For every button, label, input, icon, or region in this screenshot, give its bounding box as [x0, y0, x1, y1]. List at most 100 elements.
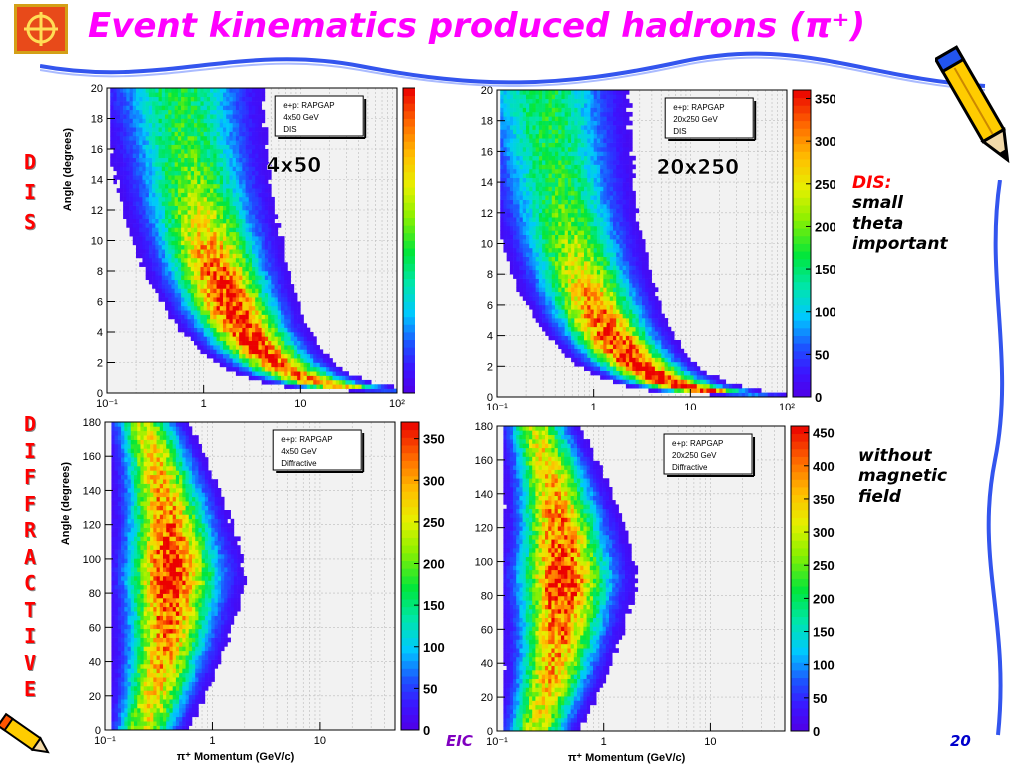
heatmap-cell — [538, 190, 543, 196]
color-bar-segment — [403, 286, 415, 295]
y-tick-label: 0 — [97, 388, 103, 400]
heatmap-cell — [235, 336, 240, 342]
heatmap-cell — [577, 282, 582, 288]
heatmap-cell — [519, 234, 524, 240]
heatmap-cell — [226, 149, 230, 154]
heatmap-cell — [293, 366, 298, 372]
heatmap-cell — [197, 314, 201, 320]
heatmap-cell — [239, 327, 243, 333]
heatmap-cell — [168, 262, 172, 267]
heatmap-cell — [555, 177, 559, 183]
heatmap-cell — [513, 186, 517, 192]
heatmap-cell — [200, 266, 204, 272]
heatmap-cell — [564, 269, 569, 275]
heatmap-cell — [558, 309, 562, 314]
heatmap-cell — [210, 336, 214, 342]
heatmap-cell — [264, 366, 269, 372]
heatmap-cell — [235, 266, 240, 272]
heatmap-cell — [200, 275, 204, 281]
heatmap-cell — [219, 96, 224, 102]
heatmap-cell — [261, 257, 266, 263]
heatmap-cell — [538, 111, 543, 117]
heatmap-cell — [264, 279, 269, 285]
heatmap-cell — [274, 336, 279, 342]
heatmap-cell — [219, 318, 224, 324]
heatmap-cell — [113, 157, 117, 163]
heatmap-cell — [287, 323, 291, 328]
heatmap-cell — [587, 225, 591, 231]
heatmap-cell — [194, 336, 198, 342]
heatmap-cell — [281, 288, 285, 294]
heatmap-cell — [181, 249, 185, 254]
heatmap-cell — [232, 105, 237, 111]
heatmap-cell — [235, 149, 240, 154]
heatmap-cell — [555, 155, 559, 161]
heatmap-cell — [574, 103, 578, 108]
heatmap-cell — [587, 256, 591, 262]
heatmap-cell — [268, 183, 272, 189]
heatmap-cell — [171, 271, 175, 276]
heatmap-cell — [567, 252, 572, 257]
heatmap-cell — [126, 157, 130, 163]
heatmap-cell — [168, 157, 172, 163]
heatmap-cell — [129, 88, 134, 93]
heatmap-cell — [271, 266, 275, 272]
heatmap-cell — [596, 142, 601, 148]
heatmap-cell — [580, 239, 585, 244]
heatmap-cell — [529, 138, 533, 143]
heatmap-cell — [584, 291, 588, 297]
heatmap-cell — [139, 166, 143, 172]
heatmap-cell — [548, 217, 553, 222]
heatmap-cell — [177, 175, 182, 180]
heatmap-cell — [567, 234, 572, 240]
heatmap-cell — [529, 252, 533, 257]
heatmap-cell — [252, 371, 256, 376]
heatmap-cell — [194, 310, 198, 315]
heatmap-cell — [181, 166, 185, 172]
heatmap-cell — [532, 261, 536, 266]
heatmap-cell — [239, 88, 243, 93]
heatmap-cell — [252, 205, 256, 211]
heatmap-cell — [290, 340, 295, 346]
heatmap-cell — [264, 236, 269, 241]
color-bar — [403, 88, 415, 394]
heatmap-cell — [506, 199, 511, 205]
pencil-icon — [935, 45, 1010, 164]
heatmap-cell — [226, 310, 230, 315]
heatmap-cell — [548, 300, 553, 306]
heatmap-cell — [245, 362, 250, 368]
heatmap-cell — [584, 190, 588, 196]
heatmap-cell — [248, 170, 253, 176]
heatmap-cell — [555, 326, 559, 332]
heatmap-cell — [509, 116, 514, 121]
heatmap-cell — [548, 186, 553, 192]
heatmap-cell — [281, 349, 285, 355]
heatmap-cell — [226, 297, 230, 302]
heatmap-cell — [197, 153, 201, 159]
heatmap-cell — [558, 120, 562, 126]
heatmap-cell — [522, 269, 527, 275]
color-bar-segment — [403, 316, 415, 325]
heatmap-cell — [535, 138, 540, 143]
heatmap-cell — [542, 287, 546, 293]
heatmap-cell — [516, 177, 520, 183]
heatmap-cell — [242, 179, 246, 185]
heatmap-cell — [248, 157, 253, 163]
heatmap-cell — [310, 366, 314, 372]
heatmap-cell — [532, 313, 536, 319]
heatmap-cell — [503, 160, 507, 165]
heatmap-cell — [271, 379, 275, 385]
heatmap-cell — [174, 201, 179, 206]
heatmap-cell — [306, 379, 311, 385]
heatmap-cell — [535, 252, 540, 257]
heatmap-cell — [194, 109, 198, 115]
heatmap-cell — [223, 196, 227, 202]
heatmap-cell — [261, 266, 266, 272]
heatmap-cell — [142, 144, 146, 150]
heatmap-cell — [242, 183, 246, 189]
heatmap-cell — [297, 305, 301, 311]
vertical-letter: R — [24, 518, 37, 542]
heatmap-cell — [545, 304, 549, 310]
heatmap-cell — [509, 261, 514, 266]
heatmap-cell — [194, 131, 198, 137]
